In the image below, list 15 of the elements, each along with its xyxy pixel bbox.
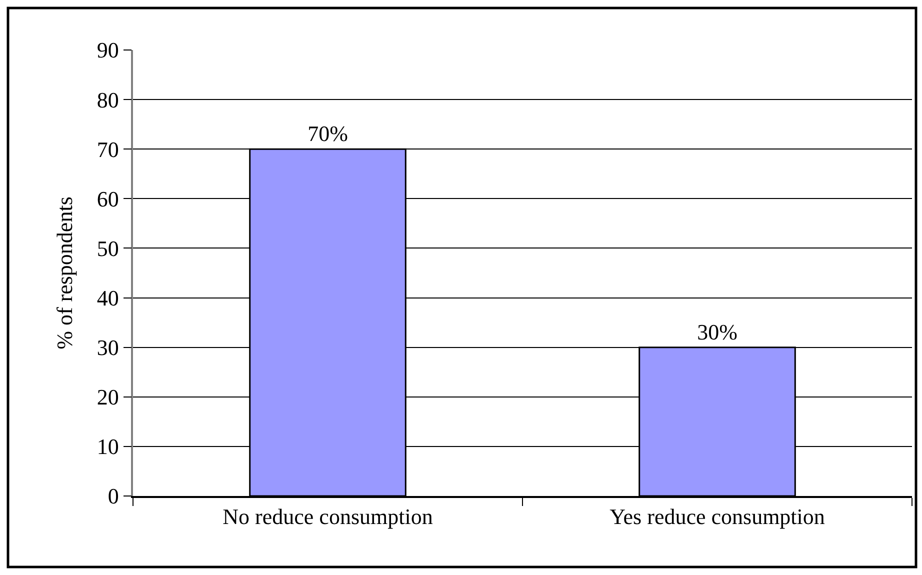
- y-tick-label: 50: [96, 236, 119, 261]
- y-tick-label: 20: [96, 384, 119, 410]
- y-tick-label: 80: [96, 87, 119, 112]
- y-tick-label: 30: [96, 335, 119, 360]
- data-label: 30%: [697, 319, 738, 344]
- y-tick-label: 70: [96, 136, 119, 162]
- x-tick-label: No reduce consumption: [222, 504, 433, 530]
- y-tick-label: 90: [96, 38, 119, 63]
- y-axis-title: % of respondents: [52, 196, 78, 350]
- y-tick-label: 10: [96, 434, 119, 460]
- data-label: 70%: [308, 121, 348, 146]
- x-tick-label: Yes reduce consumption: [610, 504, 825, 530]
- y-tick-label: 0: [108, 484, 119, 509]
- y-tick-label: 60: [96, 186, 119, 212]
- y-tick-label: 40: [96, 285, 119, 310]
